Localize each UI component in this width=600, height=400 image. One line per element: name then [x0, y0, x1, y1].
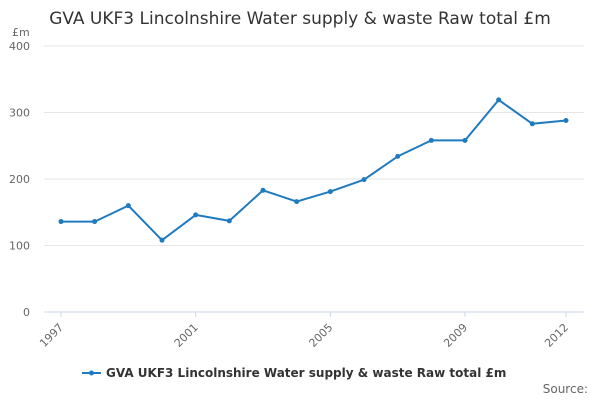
y-tick-label: 200: [9, 173, 30, 186]
y-tick-label: 400: [9, 40, 30, 53]
data-point[interactable]: [428, 137, 434, 143]
legend-item-label: GVA UKF3 Lincolnshire Water supply & was…: [106, 366, 506, 380]
data-point[interactable]: [496, 97, 502, 103]
source-label: Source:: [543, 382, 588, 396]
gridlines: [44, 45, 584, 313]
legend-point-marker: [89, 370, 94, 376]
x-tick-label: 1997: [37, 321, 66, 350]
y-tick-label: 300: [9, 107, 30, 120]
series-layer: [58, 97, 569, 243]
data-point[interactable]: [193, 212, 199, 218]
data-point[interactable]: [529, 121, 535, 127]
x-tick-label: 2005: [306, 321, 335, 350]
legend[interactable]: GVA UKF3 Lincolnshire Water supply & was…: [82, 366, 506, 380]
data-point[interactable]: [159, 237, 165, 243]
data-point[interactable]: [462, 137, 468, 143]
data-point[interactable]: [294, 199, 300, 205]
x-tick-label: 2001: [172, 321, 201, 350]
data-point[interactable]: [395, 153, 401, 159]
y-axis-unit-label: £m: [12, 26, 30, 39]
data-point[interactable]: [226, 218, 232, 224]
data-point[interactable]: [92, 219, 98, 225]
data-point[interactable]: [361, 177, 367, 183]
data-point[interactable]: [563, 117, 569, 123]
x-tick-label: 2009: [441, 321, 470, 350]
data-point[interactable]: [58, 219, 64, 225]
y-tick-label: 0: [23, 306, 30, 319]
y-tick-label: 100: [9, 240, 30, 253]
y-axis-ticks: 0 100 200 300 400: [9, 40, 30, 319]
data-point[interactable]: [125, 203, 131, 209]
chart-title: GVA UKF3 Lincolnshire Water supply & was…: [49, 9, 551, 29]
x-tick-label: 2012: [542, 321, 571, 350]
x-axis-ticks: 1997 2001 2005 2009 2012: [37, 312, 571, 350]
data-point[interactable]: [327, 189, 333, 195]
data-point[interactable]: [260, 187, 266, 193]
series-line: [61, 98, 567, 242]
